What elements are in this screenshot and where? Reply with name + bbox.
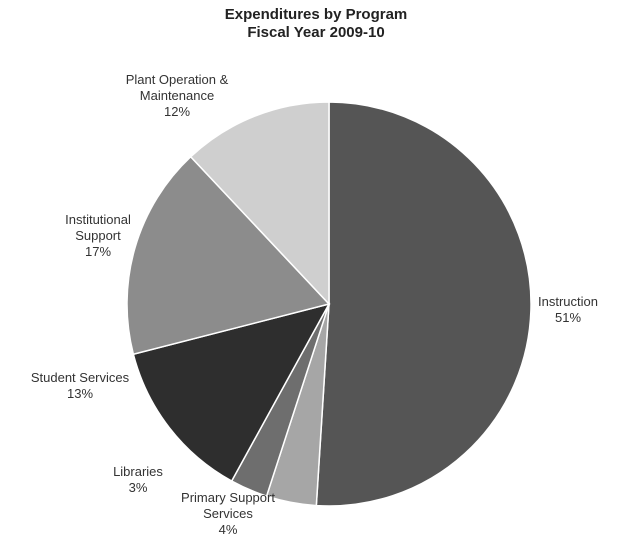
slice-label-libraries: Libraries 3% (113, 464, 163, 495)
pie-labels: Instruction 51% Primary Support Services 4% L… (31, 72, 598, 537)
slice-name-label: Institutional (65, 212, 131, 227)
slice-percent-label: 12% (164, 104, 190, 119)
chart-title-block: Expenditures by Program Fiscal Year 2009… (0, 6, 632, 42)
slice-label-primary-support-services: Primary Support Services 4% (181, 490, 275, 537)
pie-slice-student-services (132, 302, 331, 483)
slice-name-label: Instruction (538, 294, 598, 309)
slice-name-label: Student Services (31, 370, 130, 385)
slice-name-label: Libraries (113, 464, 163, 479)
slice-label-instruction: Instruction 51% (538, 294, 598, 325)
slice-label-institutional-support: Institutional Support 17% (65, 212, 131, 259)
chart-title: Expenditures by Program (224, 6, 408, 23)
slice-name-label: Plant Operation & (126, 72, 229, 87)
slice-percent-label: 17% (85, 244, 111, 259)
slice-percent-label: 13% (67, 386, 93, 401)
slice-percent-label: 3% (129, 480, 148, 495)
pie-slices (126, 101, 532, 507)
chart-subtitle: Fiscal Year 2009-10 (247, 24, 385, 41)
slice-name-label: Support (75, 228, 121, 243)
pie-slice-institutional-support (126, 155, 331, 356)
pie-slice-plant-operation-maintenance (189, 101, 330, 306)
slice-name-label: Services (203, 506, 253, 521)
slice-label-student-services: Student Services 13% (31, 370, 130, 401)
pie-slice-instruction (315, 101, 532, 507)
slice-percent-label: 4% (219, 522, 238, 537)
slice-name-label: Maintenance (140, 88, 214, 103)
slice-percent-label: 51% (555, 310, 581, 325)
slice-name-label: Primary Support (181, 490, 275, 505)
slice-label-plant-operation-maintenance: Plant Operation & Maintenance 12% (126, 72, 229, 119)
